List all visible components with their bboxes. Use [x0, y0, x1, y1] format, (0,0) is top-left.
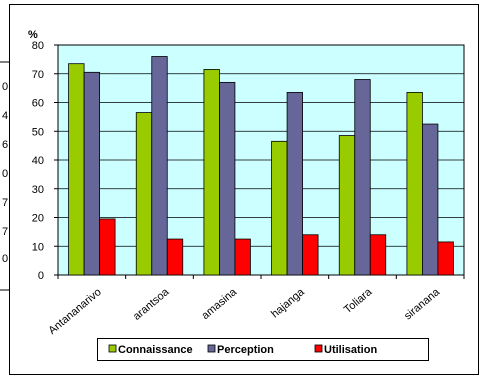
background-cell-fragment: 0: [2, 253, 8, 265]
y-tick-label: 50: [32, 126, 44, 138]
bar-utilisation: [437, 241, 454, 276]
background-cell-fragment: 4: [2, 110, 8, 122]
bar-perception: [422, 123, 439, 276]
bar-perception: [286, 92, 303, 276]
y-tick-label: 80: [32, 40, 44, 52]
y-tick-label: 40: [32, 155, 44, 167]
y-unit-label: %: [28, 29, 38, 41]
bar-connaissance: [68, 63, 85, 276]
background-table-fragments: 0 4 6 0 7 7 0: [0, 61, 10, 291]
background-cell-fragment: 7: [2, 197, 8, 209]
bar-perception: [83, 71, 100, 276]
y-tick-label: 20: [32, 213, 44, 225]
legend-label-connaissance: Connaissance: [118, 344, 193, 356]
y-tick-label: 70: [32, 69, 44, 81]
bar-perception: [219, 81, 236, 276]
background-cell-fragment: 0: [2, 81, 8, 93]
legend-box: [97, 338, 429, 361]
bar-connaissance: [203, 69, 220, 276]
bar-utilisation: [99, 218, 116, 276]
y-tick-label: 10: [32, 241, 44, 253]
legend-label-utilisation: Utilisation: [324, 344, 377, 356]
legend-swatch-perception: [207, 344, 216, 353]
bar-connaissance: [135, 112, 153, 276]
bar-connaissance: [406, 92, 423, 276]
y-tick-label: 60: [32, 98, 44, 110]
bar-connaissance: [338, 135, 356, 276]
background-cell-fragment: 6: [2, 139, 8, 151]
bar-utilisation: [302, 234, 319, 276]
legend-swatch-utilisation: [314, 344, 323, 353]
bar-perception: [151, 56, 168, 276]
legend-label-perception: Perception: [217, 344, 274, 356]
background-cell-fragment: 7: [2, 226, 8, 238]
legend-swatch-connaissance: [108, 344, 117, 353]
background-cell-fragment: 0: [2, 168, 8, 180]
bar-utilisation: [234, 238, 251, 276]
bar-utilisation: [166, 238, 184, 276]
bar-perception: [354, 79, 371, 276]
y-tick-label: 0: [38, 270, 44, 282]
bar-connaissance: [271, 140, 288, 276]
y-tick-label: 30: [32, 184, 44, 196]
bar-utilisation: [369, 234, 387, 276]
